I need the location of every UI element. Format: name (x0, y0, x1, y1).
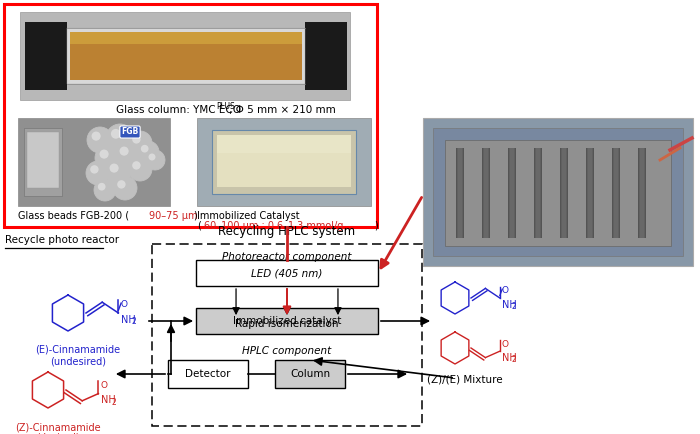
Text: NH: NH (120, 315, 135, 325)
Bar (196, 308, 378, 334)
Circle shape (109, 164, 118, 173)
Circle shape (148, 154, 155, 161)
Text: 2: 2 (512, 302, 517, 311)
Bar (217, 135, 351, 187)
Text: O: O (502, 340, 509, 349)
Text: (Z)/(E) Mixture: (Z)/(E) Mixture (427, 375, 503, 385)
Text: 2: 2 (132, 318, 136, 326)
Bar (20, 12, 350, 100)
Text: 2: 2 (112, 398, 117, 407)
Text: Rapid isomerization: Rapid isomerization (235, 319, 339, 329)
Text: Glass column: YMC ECO: Glass column: YMC ECO (116, 105, 241, 115)
Text: 60–100 μm ; 0.6–1.3 mmol/g: 60–100 μm ; 0.6–1.3 mmol/g (204, 221, 344, 231)
Text: 90–75 μm: 90–75 μm (149, 211, 197, 221)
Circle shape (105, 159, 131, 185)
Text: FGB: FGB (121, 128, 139, 137)
Bar (305, 22, 347, 90)
Circle shape (115, 142, 141, 168)
Bar (67, 28, 305, 84)
Text: Photoreactor component: Photoreactor component (223, 252, 351, 262)
Circle shape (87, 127, 113, 153)
Text: (Z)-Cinnamamide: (Z)-Cinnamamide (15, 422, 101, 432)
Circle shape (90, 165, 99, 174)
Circle shape (98, 183, 106, 191)
Circle shape (120, 147, 129, 156)
Text: ): ) (193, 211, 197, 221)
Circle shape (113, 176, 137, 200)
Circle shape (99, 150, 108, 159)
Text: NH: NH (502, 299, 517, 309)
Circle shape (132, 161, 141, 170)
Text: NH: NH (502, 353, 517, 363)
Text: (desired): (desired) (36, 433, 80, 434)
Circle shape (94, 179, 116, 201)
Circle shape (117, 180, 125, 189)
Bar (197, 118, 371, 206)
Text: NH: NH (101, 395, 116, 405)
Text: 2: 2 (512, 355, 517, 364)
Bar (152, 244, 422, 426)
Bar (212, 130, 356, 194)
Bar (4, 4, 377, 227)
Circle shape (132, 135, 141, 144)
Circle shape (111, 129, 120, 139)
Bar (70, 32, 302, 80)
Bar (196, 260, 378, 286)
Text: , Φ 5 mm × 210 mm: , Φ 5 mm × 210 mm (229, 105, 336, 115)
Circle shape (128, 157, 152, 181)
Bar (18, 118, 170, 206)
Text: ): ) (374, 221, 378, 231)
Bar (275, 360, 345, 388)
Bar (24, 128, 62, 196)
Bar (27, 132, 59, 188)
Text: Column: Column (290, 369, 330, 379)
Text: Recycle photo reactor: Recycle photo reactor (5, 235, 119, 245)
Text: Detector: Detector (186, 369, 231, 379)
Circle shape (106, 124, 134, 152)
Circle shape (86, 161, 110, 185)
Text: Glass beads FGB-200 (: Glass beads FGB-200 ( (18, 211, 129, 221)
Circle shape (92, 132, 101, 141)
Text: (undesired): (undesired) (50, 356, 106, 366)
Text: O: O (101, 381, 108, 390)
Text: HPLC component: HPLC component (242, 346, 332, 356)
Bar (70, 32, 302, 44)
Text: O: O (502, 286, 509, 296)
Circle shape (141, 145, 148, 152)
Text: Recycling HPLC system: Recycling HPLC system (218, 225, 356, 238)
Text: Immobilized Catalyst: Immobilized Catalyst (197, 211, 300, 221)
Text: O: O (120, 300, 127, 309)
Circle shape (145, 150, 165, 170)
Bar (445, 140, 671, 246)
Bar (433, 128, 683, 256)
Bar (168, 360, 248, 388)
Bar (25, 22, 67, 90)
Bar (423, 118, 693, 266)
Text: LED (405 nm): LED (405 nm) (251, 268, 323, 278)
Circle shape (128, 131, 152, 155)
Text: PLUS: PLUS (216, 102, 235, 111)
Text: (: ( (197, 221, 201, 231)
Bar (217, 135, 351, 153)
Text: Immobilized catalyst: Immobilized catalyst (233, 316, 341, 326)
Circle shape (95, 145, 121, 171)
Circle shape (137, 141, 159, 163)
Text: (E)-Cinnamamide: (E)-Cinnamamide (36, 345, 120, 355)
